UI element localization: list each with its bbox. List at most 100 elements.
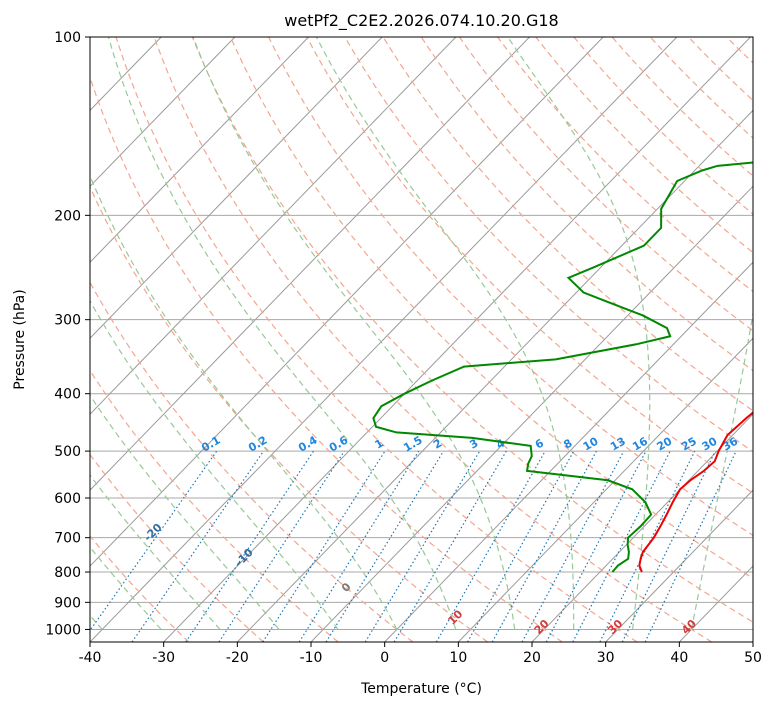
moist-adiabat xyxy=(107,37,457,630)
mixing-ratio-line xyxy=(218,450,345,642)
x-tick-label: 30 xyxy=(597,650,615,666)
moist-adiabat xyxy=(690,309,753,630)
mixing-ratio-line xyxy=(572,450,671,642)
isotherm--100 xyxy=(90,37,236,188)
isotherm--60 xyxy=(90,37,530,491)
dry-adiabat xyxy=(306,37,753,494)
mixing-ratio-line xyxy=(90,450,218,632)
temperature-profile xyxy=(638,411,753,573)
dry-adiabat xyxy=(90,369,339,642)
x-axis-label: Temperature (°C) xyxy=(360,681,482,697)
dry-adiabat xyxy=(611,37,753,177)
plot-frame xyxy=(89,36,754,643)
dry-adiabat xyxy=(496,37,753,293)
plot-area: 0.10.20.40.611.52346810131620253036-100-… xyxy=(90,24,775,642)
x-tick-label: 0 xyxy=(380,650,389,666)
isotherm--80 xyxy=(90,37,383,339)
dry-adiabat xyxy=(458,37,753,332)
isotherm-50 xyxy=(752,641,753,642)
dry-adiabat xyxy=(90,453,264,642)
mixing-ratio-label: 4 xyxy=(494,436,507,451)
moist-adiabat xyxy=(192,37,516,630)
mixing-ratio-line xyxy=(325,450,445,642)
dry-adiabat xyxy=(382,37,753,412)
mixing-ratio-line xyxy=(262,450,386,642)
mixing-ratio-line xyxy=(131,450,265,642)
isotherm--70 xyxy=(90,37,457,415)
isotherm-0 xyxy=(384,261,753,642)
y-tick-label: 600 xyxy=(54,491,81,507)
y-tick-label: 700 xyxy=(54,531,81,547)
mixing-ratio-line xyxy=(521,450,625,642)
dry-adiabat xyxy=(725,37,753,64)
dry-adiabat xyxy=(420,37,753,372)
dry-adiabat xyxy=(115,37,638,642)
dry-adiabat xyxy=(90,535,190,642)
x-tick-label: -20 xyxy=(226,650,249,666)
y-tick-label: 300 xyxy=(54,313,81,329)
isotherm--10 xyxy=(310,185,753,642)
mixing-ratio-label: 1 xyxy=(373,437,386,452)
x-tick-label: 10 xyxy=(449,650,467,666)
dry-adiabat-label: -20 xyxy=(141,521,164,544)
x-tick-label: 50 xyxy=(744,650,762,666)
dry-adiabat xyxy=(229,37,753,580)
isotherm-20 xyxy=(531,413,753,642)
moist-adiabat xyxy=(90,394,280,630)
x-tick-label: 20 xyxy=(523,650,541,666)
y-tick-label: 200 xyxy=(54,208,81,224)
isotherm--40 xyxy=(90,37,678,642)
dry-adiabat xyxy=(191,37,753,623)
dry-adiabat xyxy=(90,75,563,642)
dry-adiabat-label: 10 xyxy=(445,607,465,627)
x-tick-label: 40 xyxy=(670,650,688,666)
dry-adiabat xyxy=(267,37,753,537)
moist-adiabat xyxy=(90,174,398,630)
y-tick-label: 100 xyxy=(54,30,81,46)
dry-adiabat-label: 0 xyxy=(339,580,354,595)
dry-adiabat xyxy=(751,24,775,642)
axes: -40 -30 -20 -10 0 10 20 30 40 5010020030040050060… xyxy=(45,30,762,666)
mixing-ratio-label: 8 xyxy=(561,437,574,452)
y-tick-label: 800 xyxy=(54,565,81,581)
y-axis-label: Pressure (hPa) xyxy=(12,289,28,389)
y-tick-label: 500 xyxy=(54,444,81,460)
isotherm-30 xyxy=(605,489,753,642)
dry-adiabat-label: 40 xyxy=(679,617,699,637)
dry-adiabat xyxy=(687,37,753,102)
isotherm-10 xyxy=(457,337,753,642)
moist-adiabat xyxy=(315,37,575,630)
isotherm--50 xyxy=(90,37,604,567)
dry-adiabat xyxy=(90,281,414,642)
dewpoint-profile xyxy=(372,161,753,573)
dry-adiabat xyxy=(90,185,488,642)
y-tick-label: 400 xyxy=(54,387,81,403)
mixing-ratio-line xyxy=(185,450,315,642)
mixing-ratio-label: 6 xyxy=(533,436,546,451)
chart-title: wetPf2_C2E2.2026.074.10.20.G18 xyxy=(284,11,558,31)
dry-adiabat-label: 20 xyxy=(532,617,552,637)
mixing-ratio-line xyxy=(491,450,597,642)
moist-adiabat xyxy=(506,37,651,630)
mixing-ratio-line xyxy=(435,450,546,642)
isotherm--30 xyxy=(163,37,751,642)
dry-adiabat xyxy=(153,37,713,642)
mixing-ratio-line xyxy=(644,450,737,642)
mixing-ratio-line xyxy=(466,450,575,642)
mixing-ratio-line xyxy=(298,450,420,642)
isotherm--20 xyxy=(236,109,753,642)
dry-adiabat-label: 30 xyxy=(605,617,625,637)
y-tick-label: 1000 xyxy=(45,622,81,638)
dry-adiabat xyxy=(344,37,753,453)
moist-adiabat xyxy=(90,299,339,630)
x-tick-label: -10 xyxy=(300,650,323,666)
mixing-ratio-line xyxy=(393,450,507,642)
x-tick-label: -40 xyxy=(79,650,102,666)
x-tick-label: -30 xyxy=(152,650,175,666)
y-tick-label: 900 xyxy=(54,595,81,611)
isotherm--90 xyxy=(90,37,309,263)
mixing-ratio-line xyxy=(621,450,716,642)
mixing-ratio-line xyxy=(364,450,481,642)
